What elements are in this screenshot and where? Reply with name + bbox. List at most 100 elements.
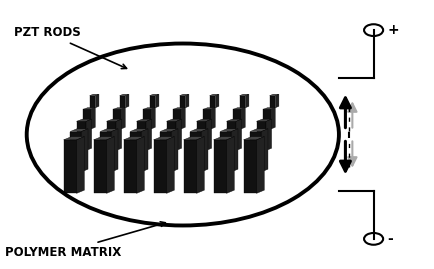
- Polygon shape: [160, 129, 178, 132]
- Polygon shape: [136, 137, 144, 193]
- Text: POLYMER MATRIX: POLYMER MATRIX: [5, 222, 165, 259]
- Polygon shape: [123, 140, 136, 193]
- Polygon shape: [233, 108, 245, 109]
- Polygon shape: [173, 108, 185, 109]
- Polygon shape: [93, 137, 114, 140]
- Polygon shape: [256, 122, 265, 151]
- Polygon shape: [275, 94, 278, 108]
- Polygon shape: [155, 94, 158, 108]
- Polygon shape: [256, 119, 271, 122]
- Polygon shape: [63, 137, 84, 140]
- Polygon shape: [95, 94, 99, 108]
- Polygon shape: [153, 137, 174, 140]
- Polygon shape: [179, 96, 185, 108]
- Polygon shape: [143, 109, 150, 129]
- Polygon shape: [153, 140, 166, 193]
- Polygon shape: [136, 119, 151, 122]
- Polygon shape: [203, 108, 215, 109]
- Polygon shape: [116, 119, 122, 151]
- Polygon shape: [106, 122, 116, 151]
- Polygon shape: [180, 108, 185, 129]
- Polygon shape: [263, 109, 270, 129]
- Polygon shape: [239, 94, 248, 96]
- Polygon shape: [179, 94, 188, 96]
- Polygon shape: [136, 122, 146, 151]
- Polygon shape: [76, 119, 92, 122]
- Polygon shape: [70, 132, 81, 172]
- Polygon shape: [113, 109, 121, 129]
- Polygon shape: [203, 109, 210, 129]
- Polygon shape: [263, 108, 275, 109]
- Polygon shape: [196, 119, 211, 122]
- Polygon shape: [220, 132, 231, 172]
- Polygon shape: [173, 109, 180, 129]
- Polygon shape: [166, 137, 174, 193]
- Polygon shape: [81, 129, 88, 172]
- Polygon shape: [240, 108, 245, 129]
- Polygon shape: [201, 129, 207, 172]
- Polygon shape: [150, 108, 155, 129]
- Polygon shape: [235, 119, 241, 151]
- Polygon shape: [231, 129, 237, 172]
- Polygon shape: [86, 119, 92, 151]
- Polygon shape: [270, 108, 275, 129]
- Polygon shape: [233, 109, 240, 129]
- Polygon shape: [123, 137, 144, 140]
- Polygon shape: [269, 94, 278, 96]
- Polygon shape: [190, 132, 201, 172]
- Polygon shape: [100, 129, 118, 132]
- Polygon shape: [183, 140, 196, 193]
- Polygon shape: [215, 94, 218, 108]
- Polygon shape: [269, 96, 275, 108]
- Polygon shape: [100, 132, 111, 172]
- Text: PZT RODS: PZT RODS: [14, 26, 126, 69]
- Polygon shape: [106, 119, 122, 122]
- Polygon shape: [89, 96, 95, 108]
- Polygon shape: [141, 129, 148, 172]
- Polygon shape: [106, 137, 114, 193]
- Polygon shape: [226, 119, 241, 122]
- Polygon shape: [185, 94, 188, 108]
- Polygon shape: [149, 96, 155, 108]
- Polygon shape: [146, 119, 151, 151]
- Polygon shape: [196, 122, 206, 151]
- Polygon shape: [190, 129, 207, 132]
- Polygon shape: [149, 94, 158, 96]
- Polygon shape: [83, 109, 91, 129]
- Polygon shape: [256, 137, 264, 193]
- Polygon shape: [226, 122, 235, 151]
- Text: -: -: [387, 232, 392, 246]
- Polygon shape: [119, 94, 128, 96]
- Polygon shape: [250, 132, 261, 172]
- Polygon shape: [209, 94, 218, 96]
- Polygon shape: [160, 132, 171, 172]
- Polygon shape: [121, 108, 125, 129]
- Polygon shape: [243, 140, 256, 193]
- Polygon shape: [113, 108, 125, 109]
- Polygon shape: [250, 129, 267, 132]
- Polygon shape: [130, 129, 148, 132]
- Polygon shape: [171, 129, 178, 172]
- Polygon shape: [220, 129, 237, 132]
- Polygon shape: [176, 119, 181, 151]
- Polygon shape: [130, 132, 141, 172]
- Polygon shape: [63, 140, 76, 193]
- Polygon shape: [243, 137, 264, 140]
- Polygon shape: [166, 119, 181, 122]
- Polygon shape: [206, 119, 211, 151]
- Polygon shape: [119, 96, 125, 108]
- Polygon shape: [210, 108, 215, 129]
- Polygon shape: [245, 94, 248, 108]
- Polygon shape: [209, 96, 215, 108]
- Polygon shape: [89, 94, 99, 96]
- Polygon shape: [183, 137, 204, 140]
- Polygon shape: [111, 129, 118, 172]
- Polygon shape: [70, 129, 88, 132]
- Polygon shape: [265, 119, 271, 151]
- Polygon shape: [213, 137, 234, 140]
- Polygon shape: [261, 129, 267, 172]
- Polygon shape: [196, 137, 204, 193]
- Polygon shape: [166, 122, 176, 151]
- Polygon shape: [93, 140, 106, 193]
- Polygon shape: [91, 108, 95, 129]
